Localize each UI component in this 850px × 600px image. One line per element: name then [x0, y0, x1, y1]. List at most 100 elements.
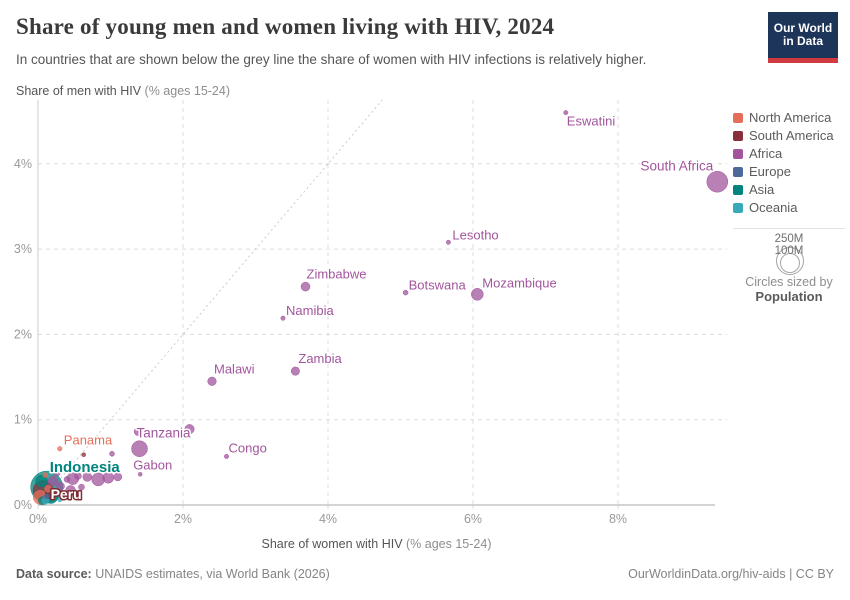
data-point[interactable]	[65, 485, 76, 496]
legend-label: Asia	[749, 182, 775, 197]
size-legend-inner-label: 100M	[774, 245, 804, 257]
country-label-lesotho[interactable]: Lesotho	[451, 226, 500, 244]
data-point[interactable]	[101, 467, 106, 473]
continent-legend: North America South America Africa Europe As…	[733, 111, 834, 219]
data-point-gabon[interactable]	[137, 472, 143, 477]
size-legend-outer-label: 250M	[774, 233, 804, 245]
x-tick-label: 8%	[609, 512, 627, 526]
x-tick-label: 6%	[464, 512, 482, 526]
data-point[interactable]	[82, 472, 93, 482]
size-legend-caption: Circles sized by	[745, 275, 833, 289]
size-legend-circles: 100M	[733, 245, 845, 289]
data-point[interactable]	[42, 472, 49, 478]
legend-swatch-icon	[733, 112, 743, 123]
country-label-tanzania[interactable]: Tanzania	[135, 424, 193, 442]
legend-item-north-america[interactable]: North America	[733, 111, 834, 124]
data-point-panama[interactable]	[57, 446, 63, 452]
country-label-mozambique[interactable]: Mozambique	[481, 274, 558, 292]
data-point-namibia[interactable]	[280, 315, 286, 321]
data-point-eswatini[interactable]	[563, 110, 569, 116]
legend-item-asia[interactable]: Asia	[733, 183, 834, 196]
data-point-malawi[interactable]	[207, 376, 217, 386]
legend-label: North America	[749, 110, 832, 125]
x-axis-title-main: Share of women with HIV	[261, 537, 403, 551]
data-point-lesotho[interactable]	[445, 239, 451, 245]
country-label-peru[interactable]: Peru	[49, 484, 83, 503]
y-tick-label: 4%	[14, 157, 32, 171]
legend-item-south-america[interactable]: South America	[733, 129, 834, 142]
x-tick-label: 2%	[174, 512, 192, 526]
owid-logo: Our World in Data	[768, 12, 838, 63]
y-tick-label: 3%	[14, 242, 32, 256]
data-point[interactable]	[78, 483, 85, 491]
data-point[interactable]	[81, 452, 86, 457]
legend-item-africa[interactable]: Africa	[733, 147, 834, 160]
legend-item-oceania[interactable]: Oceania	[733, 201, 834, 214]
country-label-panama[interactable]: Panama	[62, 431, 114, 449]
data-point[interactable]	[109, 451, 115, 457]
data-point-south-africa[interactable]	[706, 170, 729, 193]
country-label-zimbabwe[interactable]: Zimbabwe	[305, 265, 368, 283]
country-label-zambia[interactable]: Zambia	[297, 350, 344, 368]
size-legend-caption-emphasis: Population	[755, 289, 823, 304]
data-point[interactable]	[63, 476, 71, 483]
data-point[interactable]	[184, 424, 195, 435]
legend-swatch-icon	[733, 148, 743, 159]
x-axis-title: Share of women with HIV (% ages 15-24)	[38, 537, 715, 551]
legend-label: Oceania	[749, 200, 798, 215]
data-point-mozambique[interactable]	[471, 288, 484, 301]
legend-swatch-icon	[733, 166, 743, 177]
country-label-eswatini[interactable]: Eswatini	[565, 112, 617, 130]
size-legend: 250M 100M Circles sized by Population	[733, 228, 845, 304]
parity-diagonal-line	[37, 99, 383, 506]
data-point-congo[interactable]	[224, 453, 229, 459]
data-point-zambia[interactable]	[290, 366, 300, 376]
owid-logo-line2: in Data	[782, 34, 823, 48]
data-point[interactable]	[43, 493, 50, 500]
chart-subtitle: In countries that are shown below the gr…	[16, 52, 647, 67]
y-axis-title-unit: (% ages 15-24)	[141, 84, 230, 98]
country-label-indonesia[interactable]: Indonesia	[48, 458, 122, 478]
y-tick-label: 2%	[14, 327, 32, 341]
data-point-zimbabwe[interactable]	[300, 281, 311, 292]
data-point-tanzania[interactable]	[131, 440, 148, 457]
data-point[interactable]	[35, 474, 48, 488]
size-legend-inner-circle	[780, 253, 800, 273]
data-point[interactable]	[47, 475, 59, 487]
country-label-malawi[interactable]: Malawi	[213, 360, 257, 378]
data-source-label: Data source:	[16, 567, 92, 581]
data-point[interactable]	[56, 481, 65, 491]
data-point[interactable]	[57, 497, 63, 503]
legend-label: South America	[749, 128, 834, 143]
data-point-botswana[interactable]	[402, 289, 409, 296]
data-point[interactable]	[133, 427, 143, 436]
data-point[interactable]	[74, 472, 82, 480]
chart-title: Share of young men and women living with…	[16, 14, 555, 39]
y-axis-title: Share of men with HIV (% ages 15-24)	[16, 84, 230, 98]
legend-divider	[733, 228, 845, 229]
size-legend-outer-circle	[776, 247, 804, 275]
country-label-botswana[interactable]: Botswana	[407, 276, 468, 294]
data-point[interactable]	[113, 472, 123, 482]
legend-swatch-icon	[733, 184, 743, 195]
y-tick-label: 1%	[14, 413, 32, 427]
country-label-south-africa[interactable]: South Africa	[639, 157, 715, 175]
country-label-congo[interactable]: Congo	[227, 439, 268, 457]
legend-label: Europe	[749, 164, 791, 179]
x-tick-label: 4%	[319, 512, 337, 526]
legend-swatch-icon	[733, 130, 743, 141]
x-axis-title-unit: (% ages 15-24)	[402, 537, 492, 551]
data-point[interactable]	[44, 485, 52, 493]
data-point[interactable]	[53, 468, 61, 477]
data-point[interactable]	[53, 490, 58, 496]
legend-label: Africa	[749, 146, 783, 161]
owid-logo-line1: Our World	[773, 21, 833, 35]
credit-link[interactable]: OurWorldinData.org/hiv-aids | CC BY	[628, 567, 834, 581]
country-label-namibia[interactable]: Namibia	[285, 302, 336, 320]
legend-item-europe[interactable]: Europe	[733, 165, 834, 178]
country-label-gabon[interactable]: Gabon	[132, 456, 174, 474]
y-axis-title-main: Share of men with HIV	[16, 84, 142, 98]
chart-footer: Data source: UNAIDS estimates, via World…	[16, 567, 834, 581]
